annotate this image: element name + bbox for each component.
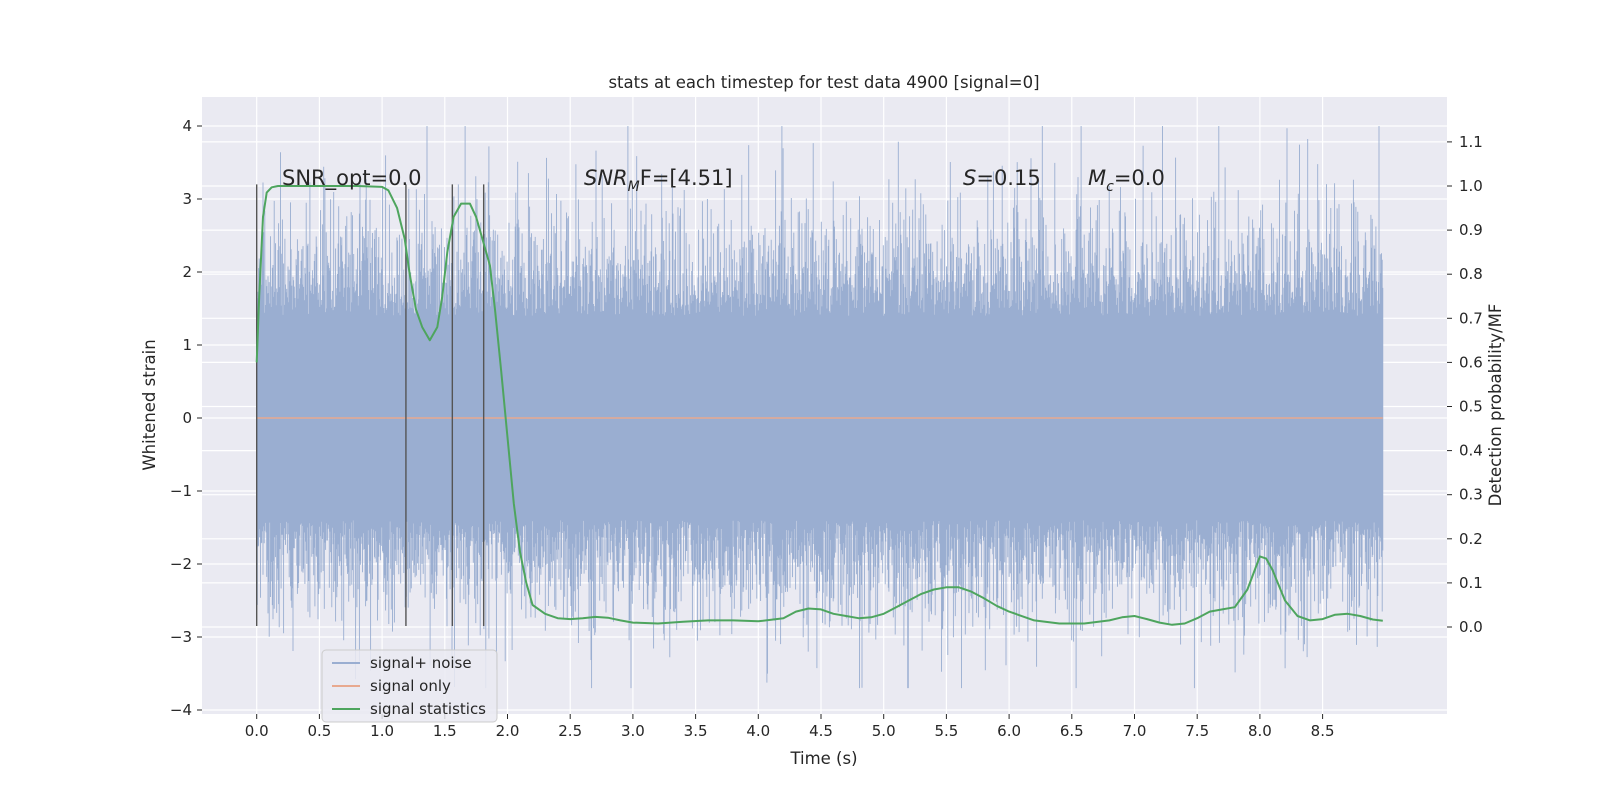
- y-left-tick-label: −1: [170, 482, 192, 500]
- x-tick-label: 4.5: [809, 722, 833, 740]
- y-right-tick-label: 0.7: [1459, 309, 1483, 327]
- signal-statistics-line: [255, 185, 1383, 626]
- x-tick-label: 1.5: [433, 722, 457, 740]
- x-tick-label: 1.0: [370, 722, 394, 740]
- x-tick-label: 5.5: [934, 722, 958, 740]
- mc-label: M: [1088, 166, 1106, 190]
- series-signal-statistics: [255, 185, 1383, 626]
- y-left-tick-label: −2: [170, 555, 192, 573]
- y-left-tick-label: 3: [182, 190, 192, 208]
- legend-box: [321, 649, 498, 723]
- y-right-tick-label: 0.2: [1459, 530, 1483, 548]
- y-right-tick-label: 0.9: [1459, 221, 1483, 239]
- y-right-tick-label: 0.6: [1459, 353, 1483, 371]
- s-value: =0.15: [976, 166, 1040, 190]
- x-tick-label: 8.5: [1311, 722, 1335, 740]
- legend: signal+ noise signal only signal statist…: [321, 649, 498, 723]
- x-tick-label: 7.0: [1123, 722, 1147, 740]
- y-right-tick-label: 0.3: [1459, 486, 1483, 504]
- x-tick-label: 0.0: [245, 722, 269, 740]
- y-right-tick-label: 1.0: [1459, 177, 1483, 195]
- x-tick-label: 0.5: [307, 722, 331, 740]
- annotation-mc: Mc=0.0: [1088, 166, 1165, 195]
- x-tick-label: 2.0: [496, 722, 520, 740]
- x-tick-label: 6.5: [1060, 722, 1084, 740]
- x-tick-label: 3.5: [684, 722, 708, 740]
- snr-mf-subscript: M: [628, 179, 640, 195]
- chart-title: stats at each timestep for test data 490…: [608, 73, 1039, 92]
- vertical-markers: [256, 184, 485, 627]
- y-right-tick-label: 0.4: [1459, 442, 1483, 460]
- s-label: S: [963, 166, 976, 190]
- x-tick-label: 5.0: [872, 722, 896, 740]
- x-tick-label: 8.0: [1248, 722, 1272, 740]
- y-left-tick-label: −4: [170, 701, 192, 719]
- y-left-tick-label: −3: [170, 628, 192, 646]
- y-left-tick-label: 4: [182, 117, 192, 135]
- y-right-tick-label: 0.8: [1459, 265, 1483, 283]
- mc-subscript: c: [1106, 179, 1114, 195]
- annotation-snr-opt: SNR_opt=0.0: [282, 166, 422, 191]
- y-right-tick-label: 0.0: [1459, 618, 1483, 636]
- legend-label-signal-statistics: signal statistics: [370, 700, 486, 718]
- y-right-tick-label: 0.1: [1459, 574, 1483, 592]
- y-right-tick-label: 1.1: [1459, 133, 1483, 151]
- axis-ticks: 0.0 0.5 1.0 1.5 2.0 2.5 3.0 3.5 4.0 4.5 5.0 5.5 6.0 6…: [170, 117, 1483, 740]
- y-left-tick-label: 1: [182, 336, 192, 354]
- legend-label-signal-noise: signal+ noise: [370, 654, 472, 672]
- x-tick-label: 7.5: [1185, 722, 1209, 740]
- x-tick-label: 4.0: [746, 722, 770, 740]
- y-axis-right-title: Detection probability/MF: [1486, 304, 1505, 507]
- y-left-tick-label: 2: [182, 263, 192, 281]
- annotation-snr-mf: SNRMF=[4.51]: [584, 166, 733, 195]
- y-left-tick-label: 0: [182, 409, 192, 427]
- x-axis-title: Time (s): [789, 749, 857, 768]
- snr-mf-label: SNR: [584, 166, 628, 190]
- y-axis-left-title: Whitened strain: [140, 339, 159, 470]
- snr-mf-value: F=[4.51]: [640, 166, 733, 190]
- x-tick-label: 2.5: [558, 722, 582, 740]
- x-tick-label: 3.0: [621, 722, 645, 740]
- y-right-tick-label: 0.5: [1459, 398, 1483, 416]
- x-tick-label: 6.0: [997, 722, 1021, 740]
- annotation-s: S=0.15: [963, 166, 1041, 190]
- mc-value: =0.0: [1114, 166, 1165, 190]
- legend-label-signal-only: signal only: [370, 677, 451, 695]
